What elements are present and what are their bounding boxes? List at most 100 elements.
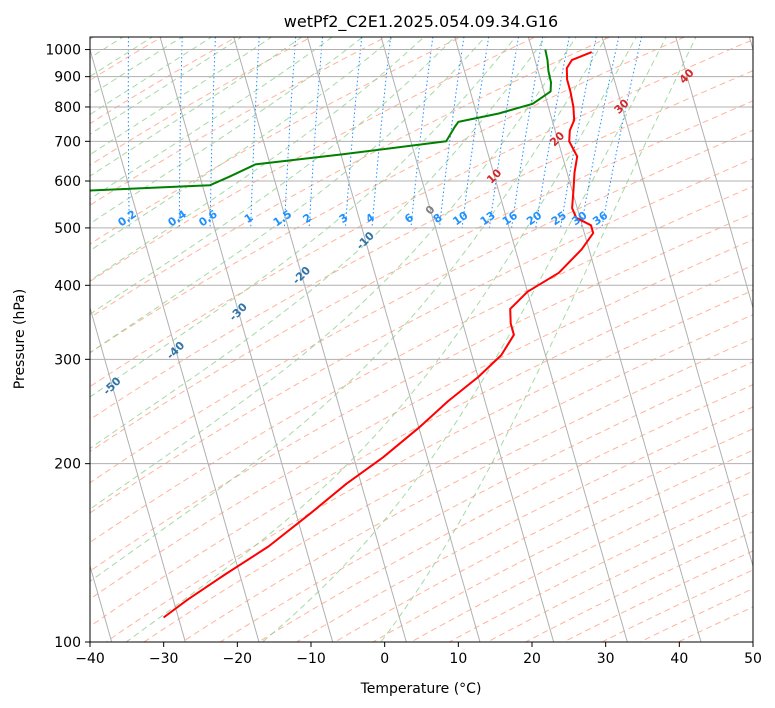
moist-adiabat-line	[90, 37, 395, 252]
x-tick-label: −10	[296, 651, 326, 667]
x-axis: −40 −30 −20 −10 0 10 20 30 40 50	[75, 642, 762, 667]
moist-adiabat-line	[90, 37, 425, 282]
y-tick-label: 200	[54, 457, 81, 473]
mixing-ratio-line	[127, 37, 130, 228]
moist-adiabats	[90, 37, 697, 642]
isotherm-line	[233, 37, 407, 642]
x-tick-label: 50	[744, 651, 762, 667]
mixing-ratio-label: 6	[402, 211, 416, 226]
isotherm-line	[306, 37, 481, 642]
dry-adiabat-line	[90, 37, 686, 354]
isotherm-label: 40	[677, 66, 697, 86]
moist-adiabat-line	[380, 37, 697, 642]
moist-adiabat-line	[90, 37, 243, 135]
y-axis: 1000 900 800 700 600 500 400 300 200 100	[45, 43, 90, 651]
x-tick-label: −30	[149, 651, 179, 667]
mixing-ratio-label: 2	[300, 211, 314, 226]
dry-adiabat-line	[90, 37, 313, 166]
x-tick-label: −20	[223, 651, 253, 667]
isobars	[90, 49, 753, 642]
mixing-ratio-line	[344, 37, 363, 228]
moist-adiabat-line	[90, 37, 486, 354]
moist-adiabat-line	[90, 37, 303, 177]
dry-adiabat-line	[410, 470, 753, 642]
moist-adiabat-line	[90, 37, 273, 156]
dry-adiabat-line	[524, 531, 753, 642]
mixing-ratio-label: 0.1	[69, 208, 92, 230]
moist-adiabat-line	[125, 37, 637, 642]
mixing-ratio-line	[560, 37, 597, 228]
x-tick-label: 0	[380, 651, 389, 667]
dry-adiabat-line	[90, 37, 387, 206]
isotherm-label: -40	[164, 339, 187, 362]
dry-adiabat-line	[90, 212, 753, 572]
mixing-ratio-line	[250, 37, 260, 228]
isotherm-line	[90, 305, 186, 642]
dry-adiabats	[90, 37, 753, 642]
isotherm-label: -20	[290, 264, 313, 287]
mixing-ratio-label: 25	[549, 209, 569, 228]
dry-adiabat-line	[90, 37, 462, 245]
mixing-ratio-line	[283, 37, 297, 228]
mixing-ratio-line	[178, 37, 183, 228]
dry-adiabat-line	[90, 39, 753, 388]
dry-adiabat-line	[448, 491, 753, 642]
dry-adiabat-line	[562, 550, 753, 642]
plot-frame	[89, 36, 754, 643]
y-tick-label: 1000	[45, 43, 81, 59]
isotherm-label: 10	[484, 166, 504, 186]
isotherm-line	[527, 37, 702, 642]
y-tick-label: 800	[54, 100, 81, 116]
y-tick-label: 400	[54, 278, 81, 294]
mixing-ratio-label: 0.4	[166, 207, 190, 229]
mixing-ratio-line	[371, 37, 392, 228]
dry-adiabat-line	[676, 606, 753, 642]
isotherm-line	[601, 37, 753, 568]
y-axis-label: Pressure (hPa)	[12, 289, 28, 389]
isotherm-line	[748, 37, 753, 52]
dry-adiabat-line	[181, 338, 753, 642]
temperature-profile-line	[163, 51, 595, 619]
dry-adiabat-line	[90, 158, 753, 514]
x-tick-label: 20	[523, 651, 541, 667]
dry-adiabat-line	[143, 314, 753, 642]
x-tick-label: −40	[75, 651, 105, 667]
y-tick-label: 600	[54, 174, 81, 190]
mixing-ratio-label: 16	[500, 209, 520, 229]
moist-adiabat-line	[90, 37, 547, 450]
dewpoint-profile-line	[90, 49, 552, 205]
y-tick-label: 100	[54, 635, 81, 651]
x-tick-label: 10	[449, 651, 467, 667]
dry-adiabat-line	[257, 384, 753, 642]
dry-adiabat-line	[90, 239, 753, 600]
isotherm-line	[90, 47, 260, 642]
y-tick-label: 500	[54, 221, 81, 237]
x-axis-label: Temperature (°C)	[360, 681, 482, 697]
moist-adiabat-line	[90, 37, 364, 225]
dry-adiabat-line	[219, 361, 753, 642]
isotherm-line	[159, 37, 334, 642]
y-tick-label: 300	[54, 352, 81, 368]
y-tick-label: 900	[54, 70, 81, 86]
mixing-ratio-label: 0.2	[116, 208, 139, 230]
dry-adiabat-line	[90, 264, 753, 627]
x-tick-label: 30	[597, 651, 615, 667]
isotherm-label: -10	[354, 229, 377, 252]
isotherm-label: 20	[547, 129, 567, 149]
isotherm-label: -30	[227, 300, 250, 323]
mixing-ratio-line	[489, 37, 520, 228]
isotherm-label: -70	[0, 471, 4, 494]
dry-adiabat-line	[90, 100, 753, 453]
mixing-ratio-line	[438, 37, 465, 228]
x-tick-label: 40	[670, 651, 688, 667]
mixing-ratio-line	[308, 37, 324, 228]
mixing-ratio-label: 10	[450, 209, 470, 229]
mixing-ratio-line	[580, 37, 620, 228]
moist-adiabat-line	[90, 37, 334, 200]
isotherm-label: -60	[39, 415, 62, 438]
plot-area: 0.10.20.40.611.52346810131620253036-100-…	[0, 37, 753, 642]
series-layer	[90, 49, 595, 619]
y-tick-label: 700	[54, 134, 81, 150]
mixing-ratio-label: 20	[524, 209, 544, 229]
